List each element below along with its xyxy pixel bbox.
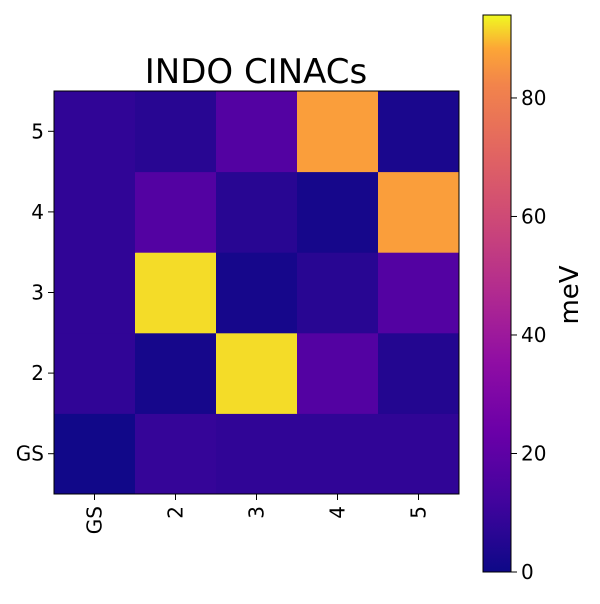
heatmap-cell-2-2 <box>135 332 217 414</box>
x-tick-label: 4 <box>326 506 350 519</box>
heatmap-cell-4-2 <box>135 171 217 253</box>
x-axis-ticks: GS 2 3 4 5 <box>83 494 431 534</box>
x-tick-label: 5 <box>407 506 431 519</box>
heatmap-cell-GS-GS <box>54 413 136 495</box>
heatmap-cell-4-5 <box>378 171 460 253</box>
y-tick-label: 4 <box>31 200 44 224</box>
chart-title: INDO CINACs <box>145 52 368 92</box>
heatmap-cell-3-2 <box>135 252 217 334</box>
heatmap-cell-3-4 <box>297 252 379 334</box>
colorbar-tick-label: 40 <box>521 323 546 347</box>
x-tick-label: 2 <box>164 506 188 519</box>
heatmap-cell-2-5 <box>378 332 460 414</box>
colorbar-label: meV <box>555 265 585 324</box>
heatmap-cell-5-4 <box>297 91 379 173</box>
colorbar-ticks: 0 20 40 60 80 <box>511 86 546 584</box>
heatmap-cells <box>54 91 460 495</box>
colorbar-tick-label: 80 <box>521 86 546 110</box>
heatmap-cell-5-2 <box>135 91 217 173</box>
heatmap-cell-3-GS <box>54 252 136 334</box>
y-tick-label: 2 <box>31 361 44 385</box>
y-axis-ticks: GS 2 3 4 5 <box>16 119 54 466</box>
heatmap-cell-2-GS <box>54 332 136 414</box>
colorbar-tick-label: 60 <box>521 204 546 228</box>
heatmap-cell-2-3 <box>216 332 298 414</box>
heatmap-cell-4-3 <box>216 171 298 253</box>
y-tick-label: 3 <box>31 281 44 305</box>
heatmap-cell-4-GS <box>54 171 136 253</box>
y-tick-label: GS <box>16 442 44 466</box>
colorbar-tick-label: 0 <box>521 560 534 584</box>
heatmap-cell-5-3 <box>216 91 298 173</box>
colorbar-tick-label: 20 <box>521 441 546 465</box>
heatmap-cell-GS-2 <box>135 413 217 495</box>
heatmap-cell-GS-5 <box>378 413 460 495</box>
heatmap-cell-3-5 <box>378 252 460 334</box>
heatmap-cell-3-3 <box>216 252 298 334</box>
heatmap-cell-5-5 <box>378 91 460 173</box>
x-tick-label: GS <box>83 506 107 534</box>
y-tick-label: 5 <box>31 119 44 143</box>
colorbar <box>482 14 512 573</box>
heatmap-cell-GS-4 <box>297 413 379 495</box>
heatmap-cell-4-4 <box>297 171 379 253</box>
heatmap-cell-GS-3 <box>216 413 298 495</box>
heatmap-cell-2-4 <box>297 332 379 414</box>
x-tick-label: 3 <box>245 506 269 519</box>
heatmap-cell-5-GS <box>54 91 136 173</box>
